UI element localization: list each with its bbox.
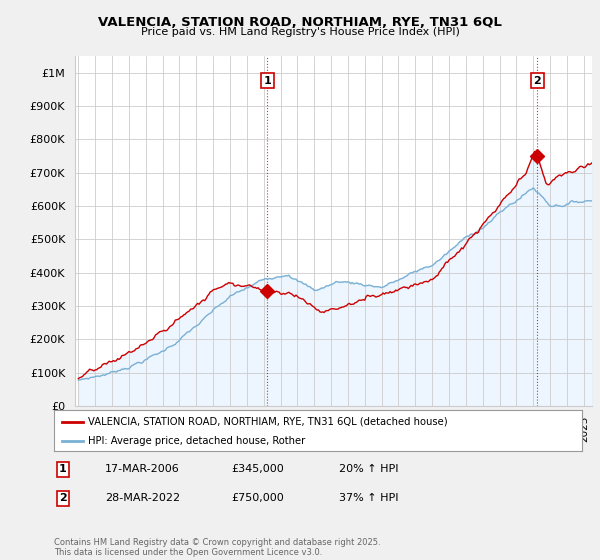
Text: VALENCIA, STATION ROAD, NORTHIAM, RYE, TN31 6QL (detached house): VALENCIA, STATION ROAD, NORTHIAM, RYE, T…	[88, 417, 448, 427]
Text: £750,000: £750,000	[231, 493, 284, 503]
Text: 37% ↑ HPI: 37% ↑ HPI	[339, 493, 398, 503]
Text: 28-MAR-2022: 28-MAR-2022	[105, 493, 180, 503]
Text: 2: 2	[533, 76, 541, 86]
Text: 2: 2	[59, 493, 67, 503]
Text: VALENCIA, STATION ROAD, NORTHIAM, RYE, TN31 6QL: VALENCIA, STATION ROAD, NORTHIAM, RYE, T…	[98, 16, 502, 29]
Text: 1: 1	[263, 76, 271, 86]
Text: 17-MAR-2006: 17-MAR-2006	[105, 464, 180, 474]
Text: Price paid vs. HM Land Registry's House Price Index (HPI): Price paid vs. HM Land Registry's House …	[140, 27, 460, 37]
Text: £345,000: £345,000	[231, 464, 284, 474]
Text: HPI: Average price, detached house, Rother: HPI: Average price, detached house, Roth…	[88, 436, 305, 446]
Text: Contains HM Land Registry data © Crown copyright and database right 2025.
This d: Contains HM Land Registry data © Crown c…	[54, 538, 380, 557]
Text: 1: 1	[59, 464, 67, 474]
Text: 20% ↑ HPI: 20% ↑ HPI	[339, 464, 398, 474]
